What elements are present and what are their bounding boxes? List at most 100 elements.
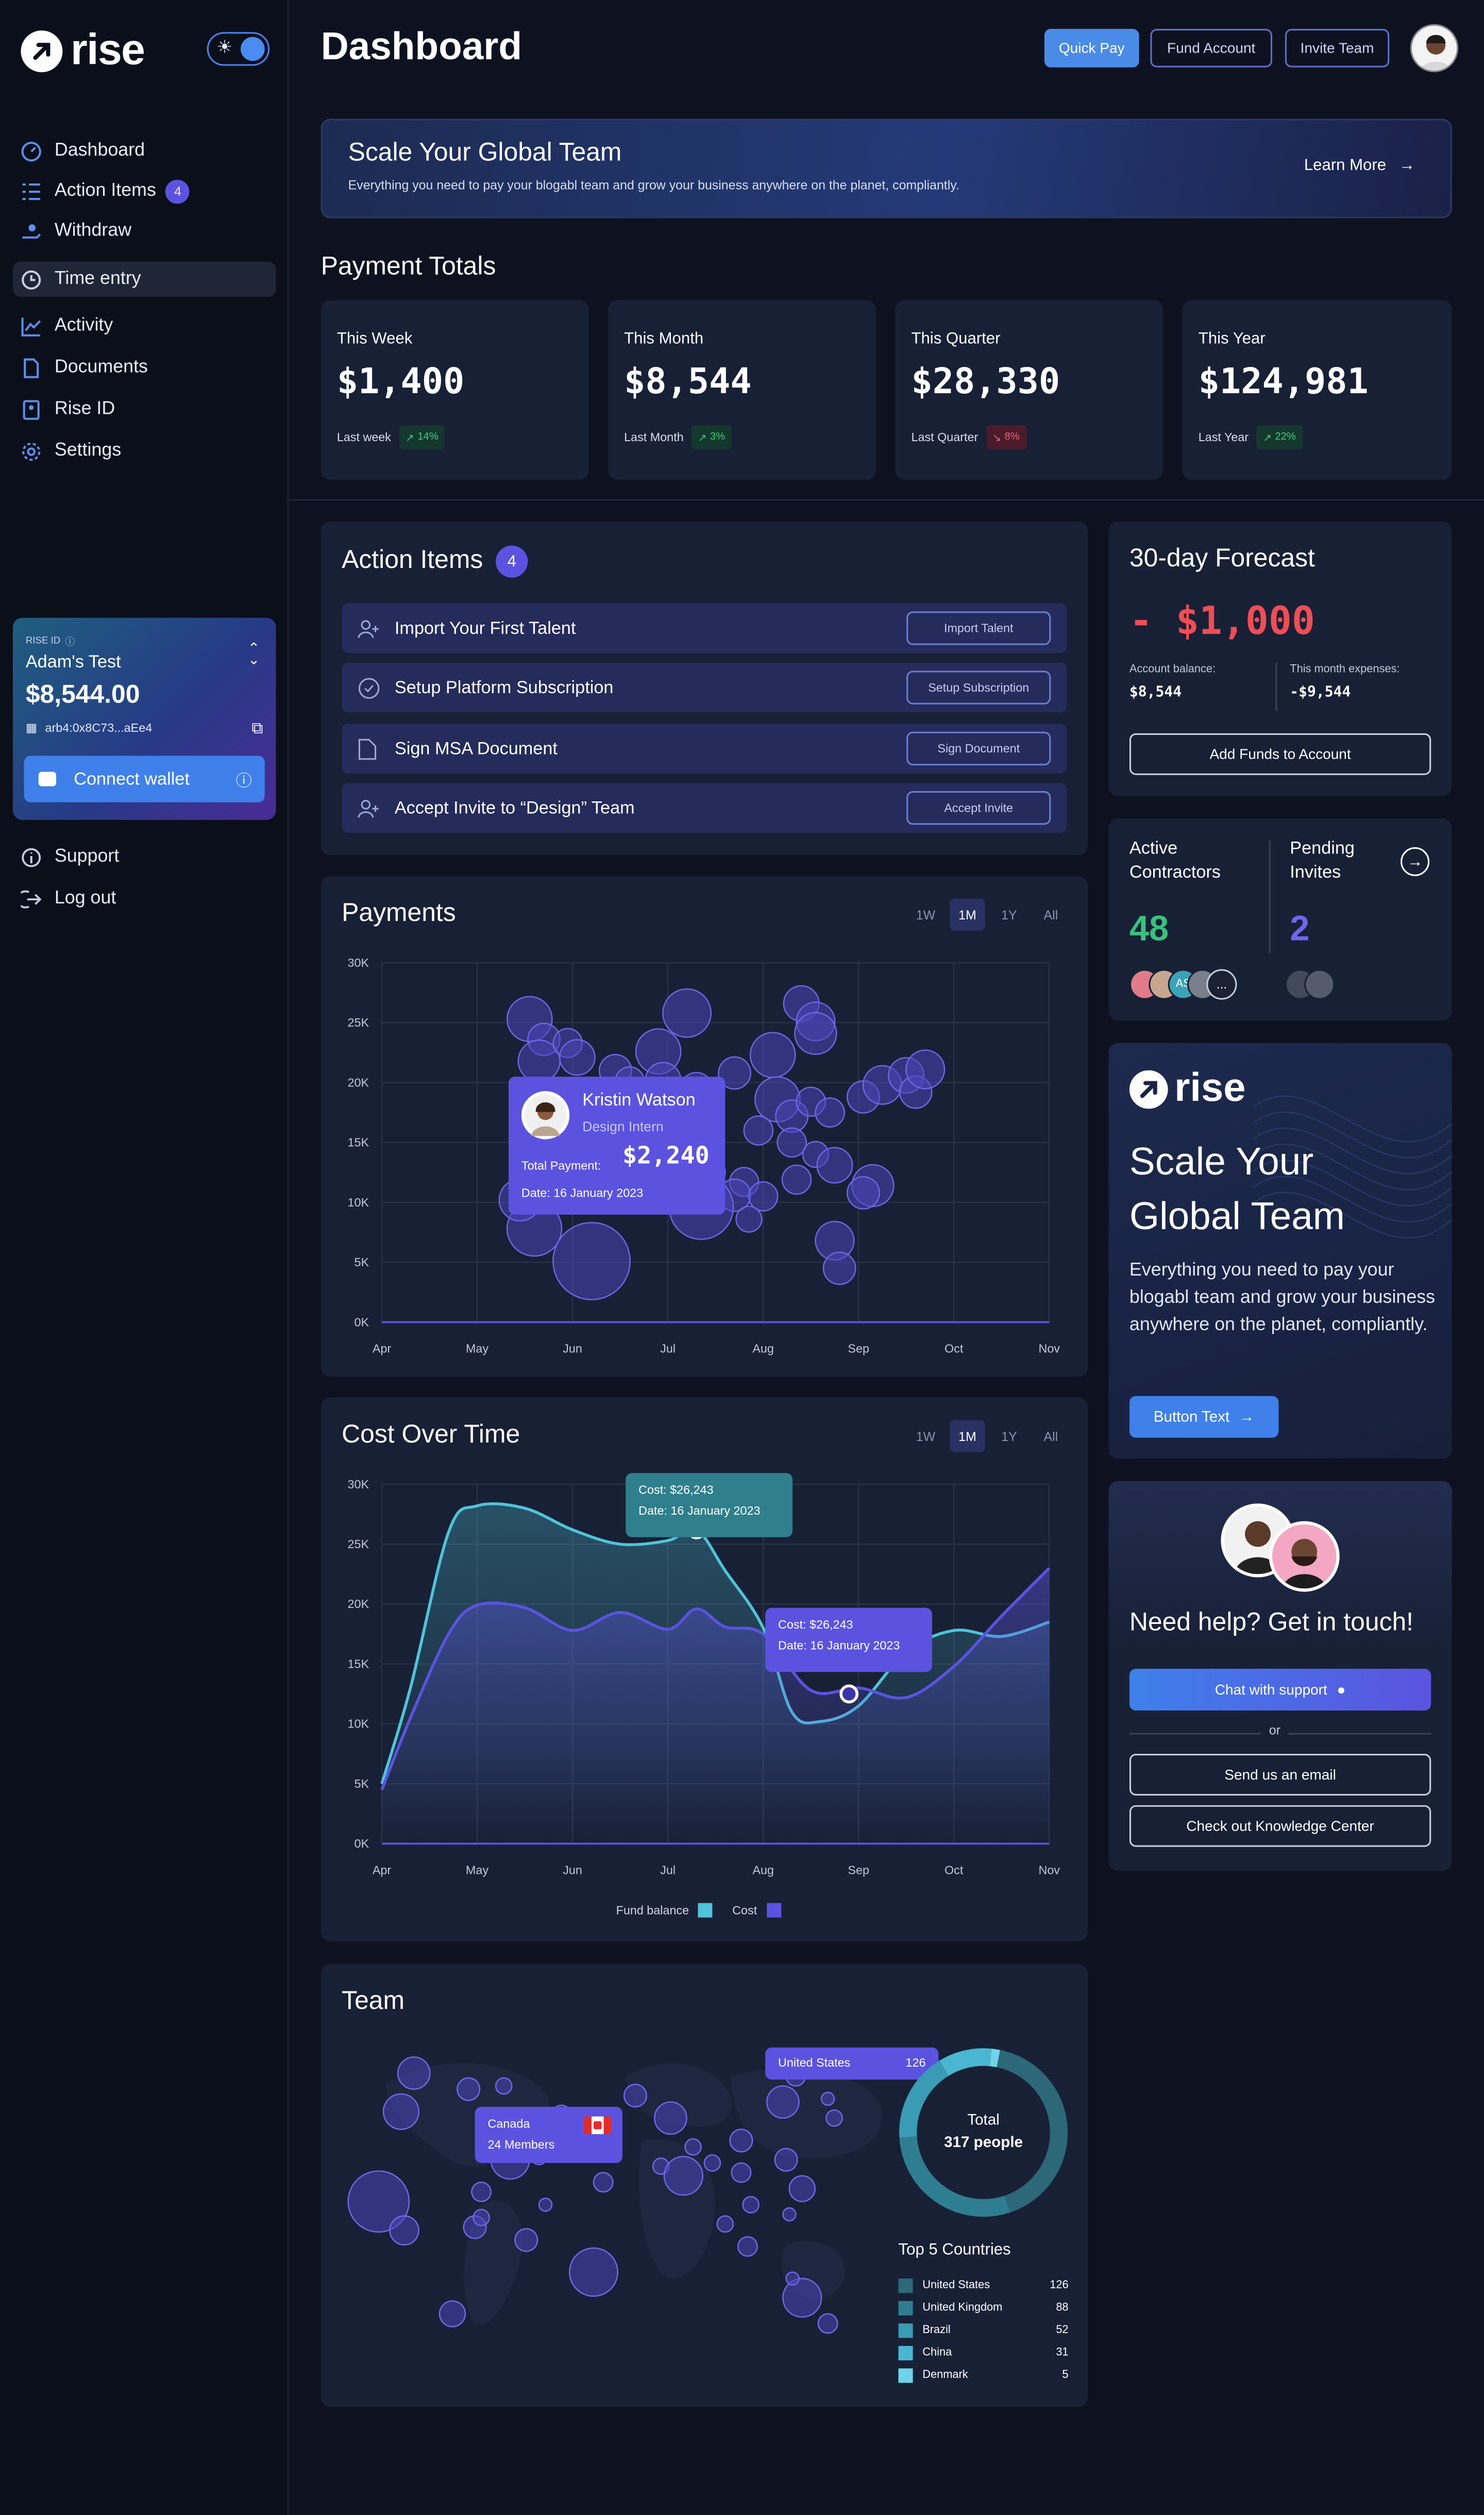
- sidebar-item-dashboard[interactable]: Dashboard: [13, 133, 276, 168]
- scatter-point: [777, 1127, 807, 1158]
- person-name: Kristin Watson: [582, 1091, 696, 1111]
- top-countries-title: Top 5 Countries: [898, 2241, 1011, 2259]
- x-tick-label: Nov: [1038, 1864, 1060, 1877]
- range-1m[interactable]: 1M: [950, 1420, 985, 1452]
- action-item-row[interactable]: Accept Invite to “Design” Team Accept In…: [342, 783, 1067, 833]
- connect-wallet-button[interactable]: Connect wallet ⓘ: [24, 756, 265, 802]
- country-count: 88: [1056, 2302, 1069, 2314]
- sign-document-button[interactable]: Sign Document: [906, 731, 1051, 766]
- us-tooltip: United States 126: [765, 2047, 939, 2080]
- range-1w[interactable]: 1W: [916, 907, 936, 922]
- total-payment-label: Total Payment:: [521, 1158, 601, 1173]
- scatter-point: [815, 1097, 845, 1128]
- invite-team-button[interactable]: Invite Team: [1285, 29, 1390, 68]
- landmass-shape: [626, 2064, 732, 2127]
- sidebar-item-label: Support: [54, 847, 120, 867]
- theme-toggle[interactable]: ☀: [207, 32, 270, 66]
- user-avatar[interactable]: [1410, 24, 1459, 73]
- learn-more-link[interactable]: Learn More →: [1304, 157, 1415, 175]
- connect-wallet-label: Connect wallet: [74, 769, 190, 789]
- qr-code-icon[interactable]: ▦: [25, 720, 37, 735]
- action-items-count: 4: [496, 545, 528, 578]
- sidebar-item-rise-id[interactable]: Rise ID: [13, 392, 276, 427]
- promo-button-label: Button Text: [1153, 1408, 1230, 1426]
- import-talent-button[interactable]: Import Talent: [906, 611, 1051, 645]
- y-tick-label: 5K: [355, 1255, 369, 1269]
- sun-icon: ☀: [216, 38, 233, 58]
- action-item-row[interactable]: Sign MSA Document Sign Document: [342, 724, 1067, 774]
- y-tick-label: 25K: [348, 1537, 369, 1551]
- donut-slice: [997, 2050, 1068, 2212]
- series-line: [380, 1567, 1051, 1790]
- range-1w[interactable]: 1W: [916, 1429, 936, 1444]
- info-icon[interactable]: ⓘ: [235, 773, 252, 791]
- series-area: [382, 1568, 1050, 1844]
- x-tick-label: Apr: [373, 1864, 392, 1877]
- id-badge-icon: [21, 399, 41, 420]
- active-contractors-value: 48: [1129, 908, 1169, 949]
- chat-support-button[interactable]: Chat with support ●: [1129, 1669, 1431, 1711]
- sidebar-item-label: Withdraw: [54, 221, 132, 241]
- range-all[interactable]: All: [1043, 1429, 1058, 1444]
- promo-button[interactable]: Button Text →: [1129, 1396, 1279, 1438]
- knowledge-center-button[interactable]: Check out Knowledge Center: [1129, 1805, 1431, 1847]
- sidebar-item-logout[interactable]: Log out: [13, 881, 276, 916]
- sidebar-item-label: Rise ID: [54, 399, 115, 419]
- more-contractors[interactable]: ...: [1206, 969, 1237, 1000]
- tooltip-cost: Cost: $26,243: [778, 1617, 853, 1632]
- arrow-right-circle-icon[interactable]: →: [1401, 847, 1430, 876]
- setup-subscription-button[interactable]: Setup Subscription: [906, 670, 1051, 705]
- total-period: Last week: [336, 430, 392, 445]
- sidebar-item-action-items[interactable]: Action Items 4: [13, 173, 276, 208]
- cost-tooltip: Cost: $26,243 Date: 16 January 2023: [765, 1607, 932, 1672]
- y-tick-label: 5K: [355, 1777, 369, 1790]
- map-bubble: [820, 2091, 835, 2106]
- map-bubble: [703, 2154, 721, 2172]
- action-item-row[interactable]: Import Your First Talent Import Talent: [342, 603, 1067, 653]
- user-plus-icon: [358, 798, 380, 817]
- scatter-point: [794, 1012, 837, 1055]
- banner-text: Everything you need to pay your blogabl …: [348, 178, 959, 193]
- range-1y[interactable]: 1Y: [1001, 907, 1017, 922]
- country-swatch: [898, 2278, 913, 2293]
- sidebar-item-settings[interactable]: Settings: [13, 433, 276, 468]
- sidebar: rise ☀ Dashboard Action Items 4 Withdraw…: [0, 0, 289, 2515]
- document-icon: [21, 357, 41, 378]
- user-plus-icon: [358, 618, 380, 638]
- cost-line-chart: 0K 5K 10K 15K 20K 25K 30K Apr May Jun Jul Aug Sep Oct…: [348, 1478, 1060, 1877]
- change-badge: ↗ 3%: [692, 425, 732, 449]
- legend-cost: Cost: [732, 1903, 757, 1918]
- sidebar-item-withdraw[interactable]: Withdraw: [13, 213, 276, 248]
- total-footer: Last Quarter ↘ 8%: [911, 425, 1026, 449]
- document-icon: [358, 737, 380, 760]
- y-tick-label: 20K: [348, 1076, 369, 1089]
- sidebar-item-label: Dashboard: [54, 141, 145, 161]
- range-all[interactable]: All: [1043, 907, 1058, 922]
- accept-invite-button[interactable]: Accept Invite: [906, 791, 1051, 825]
- payment-date: Date: 16 January 2023: [521, 1185, 644, 1200]
- range-1m[interactable]: 1M: [950, 898, 985, 931]
- quick-pay-button[interactable]: Quick Pay: [1044, 29, 1139, 68]
- expenses-label: This month expenses:: [1290, 664, 1400, 676]
- wallet-address-text: arb4:0x8C73...aEe4: [45, 720, 153, 735]
- arrow-right-icon: →: [1239, 1408, 1255, 1426]
- action-item-row[interactable]: Setup Platform Subscription Setup Subscr…: [342, 662, 1067, 713]
- tooltip-date: Date: 16 January 2023: [778, 1638, 900, 1653]
- range-1y[interactable]: 1Y: [1001, 1429, 1017, 1444]
- payments-title: Payments: [342, 900, 456, 928]
- sidebar-item-activity[interactable]: Activity: [13, 308, 276, 343]
- country-row: Denmark 5: [898, 2368, 1069, 2383]
- payments-panel: Payments 1W 1M 1Y All 0K 5K 10K 15K 20K 25K 30…: [321, 876, 1088, 1377]
- total-footer: Last Month ↗ 3%: [624, 425, 732, 449]
- sidebar-item-time-entry[interactable]: Time entry: [12, 261, 276, 297]
- total-footer: Last Year ↗ 22%: [1199, 425, 1303, 449]
- map-bubble: [716, 2215, 734, 2233]
- copy-icon[interactable]: ⧉: [251, 720, 263, 739]
- rise-logo[interactable]: rise: [21, 26, 145, 76]
- chevron-updown-icon[interactable]: ⌃ ⌄: [247, 640, 260, 668]
- send-email-button[interactable]: Send us an email: [1129, 1754, 1431, 1796]
- fund-account-button[interactable]: Fund Account: [1150, 29, 1273, 68]
- sidebar-item-documents[interactable]: Documents: [13, 350, 276, 385]
- add-funds-button[interactable]: Add Funds to Account: [1129, 733, 1431, 775]
- sidebar-item-support[interactable]: Support: [13, 839, 276, 874]
